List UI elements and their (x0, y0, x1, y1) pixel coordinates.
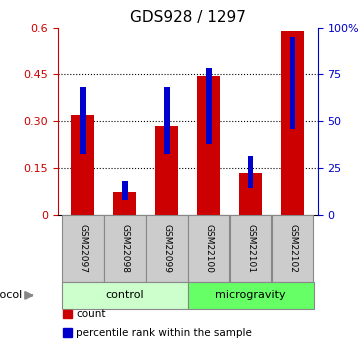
Bar (63, 328, 72, 337)
FancyBboxPatch shape (230, 215, 271, 282)
Text: control: control (105, 290, 144, 300)
Bar (206, 68, 212, 144)
Bar (239, 173, 262, 215)
Text: GSM22101: GSM22101 (246, 224, 255, 273)
Bar (122, 181, 128, 200)
Bar (164, 87, 170, 154)
FancyBboxPatch shape (188, 282, 314, 309)
FancyBboxPatch shape (62, 215, 104, 282)
FancyBboxPatch shape (62, 282, 188, 309)
Bar (281, 31, 304, 215)
Text: GSM22098: GSM22098 (120, 224, 129, 273)
Bar (113, 192, 136, 215)
Text: microgravity: microgravity (215, 290, 286, 300)
Text: GSM22097: GSM22097 (78, 224, 87, 273)
Bar (80, 87, 86, 154)
Bar (71, 115, 95, 215)
FancyBboxPatch shape (104, 215, 145, 282)
Text: GSM22099: GSM22099 (162, 224, 171, 273)
Bar (197, 76, 220, 215)
Bar (155, 126, 178, 215)
Text: protocol: protocol (0, 290, 23, 300)
Bar (63, 309, 72, 318)
FancyBboxPatch shape (146, 215, 187, 282)
FancyBboxPatch shape (188, 215, 230, 282)
Bar (290, 37, 295, 129)
Text: percentile rank within the sample: percentile rank within the sample (76, 327, 252, 337)
Text: GSM22100: GSM22100 (204, 224, 213, 273)
Title: GDS928 / 1297: GDS928 / 1297 (130, 10, 245, 25)
Text: count: count (76, 308, 105, 318)
Text: GSM22102: GSM22102 (288, 224, 297, 273)
FancyBboxPatch shape (272, 215, 313, 282)
Bar (248, 156, 253, 188)
